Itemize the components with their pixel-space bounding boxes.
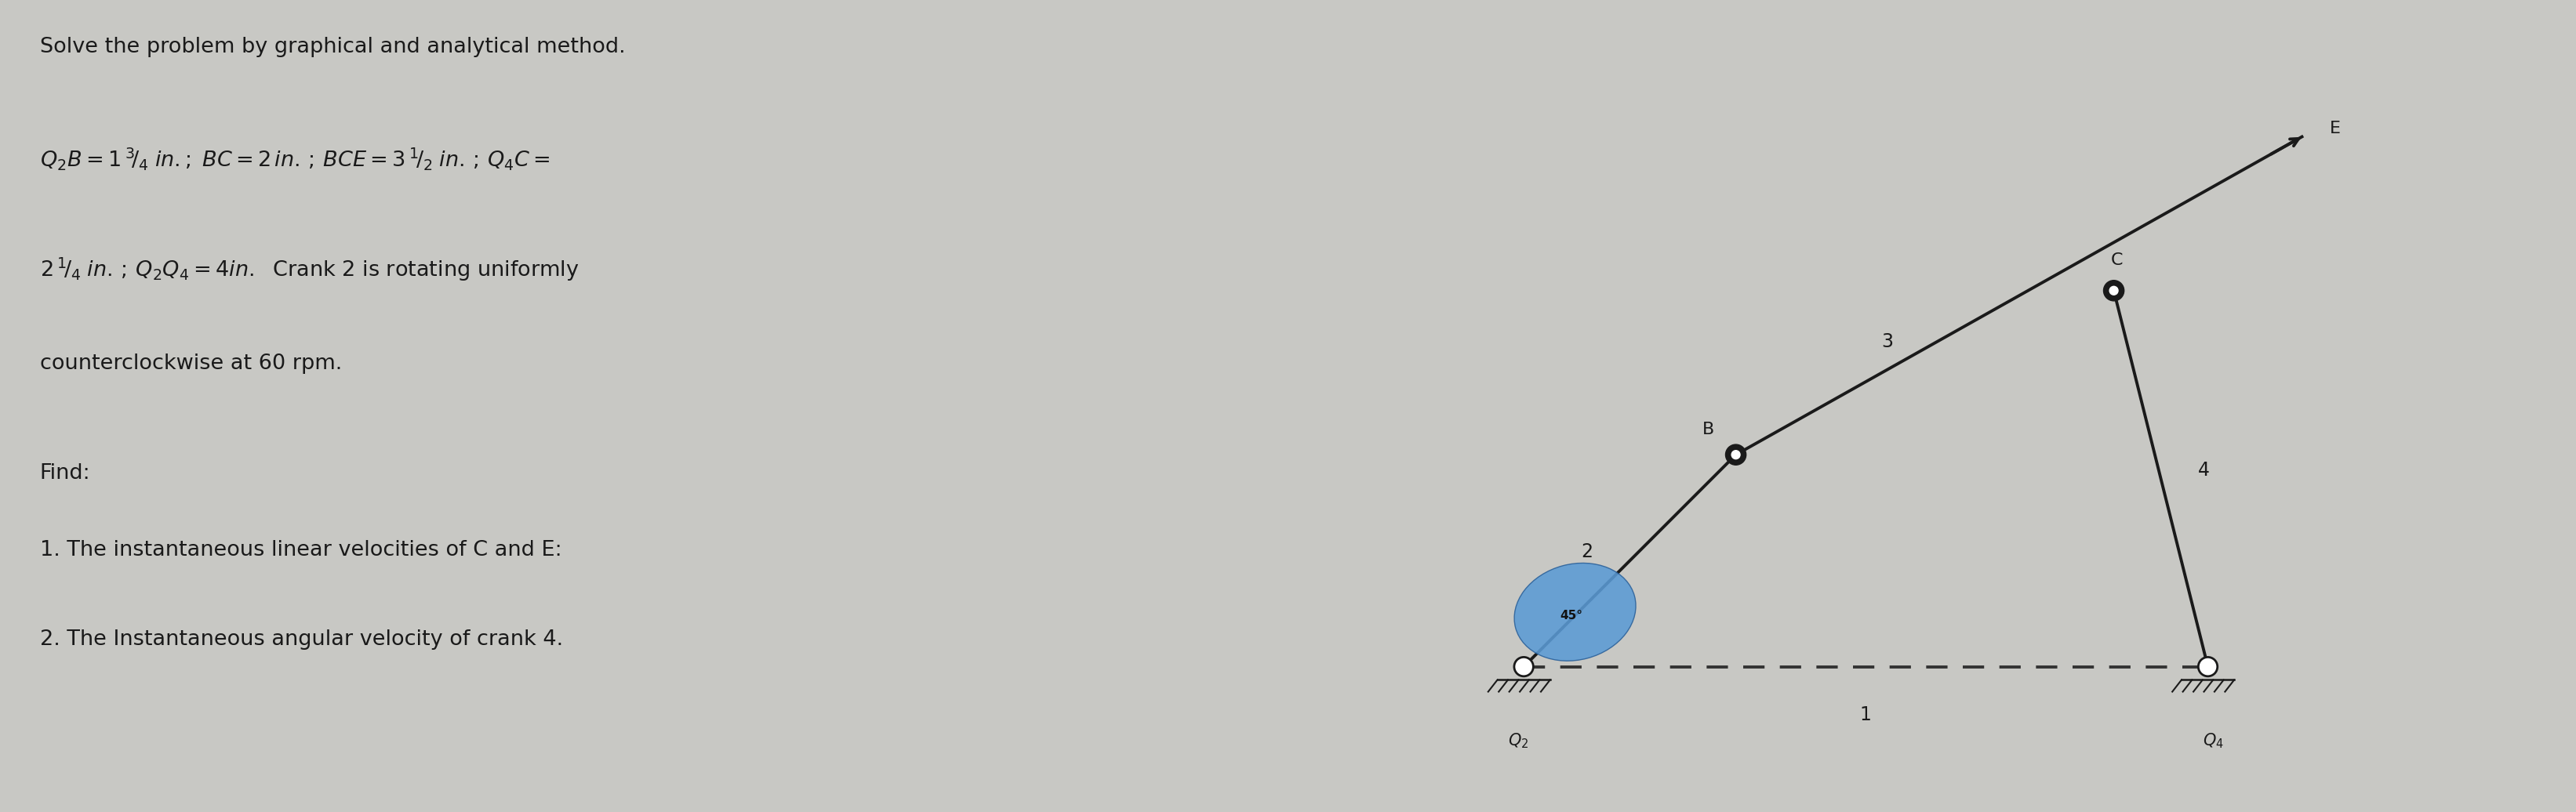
Text: 45°: 45° (1561, 610, 1584, 621)
Text: 4: 4 (2197, 460, 2210, 480)
Text: 1: 1 (1860, 705, 1873, 724)
Circle shape (1726, 444, 1747, 465)
Circle shape (1515, 657, 1533, 676)
Text: $2\,^1\!/_4\;in.\,;\,Q_2Q_4 = 4in.$  Crank 2 is rotating uniformly: $2\,^1\!/_4\;in.\,;\,Q_2Q_4 = 4in.$ Cran… (39, 256, 580, 283)
Text: Solve the problem by graphical and analytical method.: Solve the problem by graphical and analy… (39, 37, 626, 57)
Text: E: E (2329, 120, 2339, 136)
Text: 1. The instantaneous linear velocities of C and E:: 1. The instantaneous linear velocities o… (39, 540, 562, 560)
Text: $Q_4$: $Q_4$ (2202, 732, 2223, 750)
Text: C: C (2112, 253, 2123, 269)
Circle shape (2105, 280, 2125, 301)
Text: counterclockwise at 60 rpm.: counterclockwise at 60 rpm. (39, 353, 343, 374)
Ellipse shape (1515, 563, 1636, 661)
Text: 2: 2 (1582, 542, 1592, 562)
Text: 2. The Instantaneous angular velocity of crank 4.: 2. The Instantaneous angular velocity of… (39, 629, 564, 650)
Circle shape (2110, 287, 2117, 295)
Text: B: B (1703, 422, 1716, 438)
Text: $Q_2$: $Q_2$ (1510, 732, 1530, 750)
Circle shape (1731, 451, 1741, 459)
Circle shape (2197, 657, 2218, 676)
Text: 3: 3 (1880, 332, 1893, 352)
Text: Find:: Find: (39, 463, 90, 483)
Text: $Q_2B = 1\,^3\!/_4\;in.;\;BC = 2\,in.\,;\,BCE = 3\,^1\!/_2\;in.\,;\,Q_4C =$: $Q_2B = 1\,^3\!/_4\;in.;\;BC = 2\,in.\,;… (39, 146, 551, 172)
